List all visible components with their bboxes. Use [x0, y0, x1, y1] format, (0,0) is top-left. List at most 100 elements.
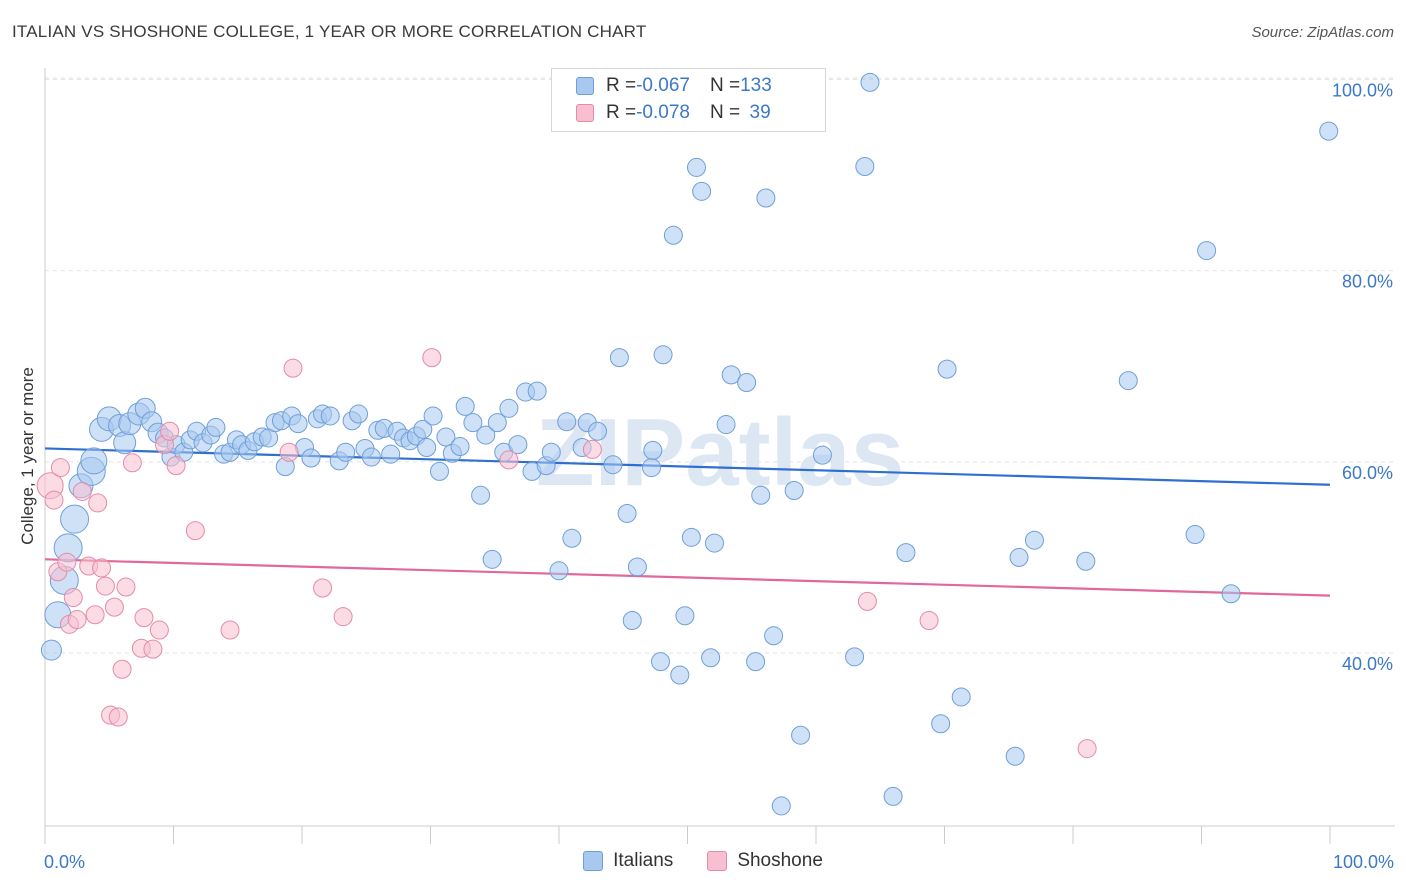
- italians-point: [381, 444, 401, 464]
- italians-point: [845, 647, 865, 667]
- n-label: N =: [709, 75, 741, 96]
- italians-legend-icon: [583, 851, 604, 871]
- italians-point: [855, 156, 875, 176]
- r-label: R =: [606, 75, 637, 96]
- shoshone-point: [185, 521, 205, 541]
- italians-point: [622, 611, 642, 631]
- y-tick-label: 40.0%: [1342, 654, 1393, 674]
- legend-label: Shoshone: [737, 850, 823, 871]
- italians-point: [764, 626, 784, 646]
- x-tick-label-right: 100.0%: [1332, 852, 1394, 872]
- stats-row-italians: R = -0.067 N = 133: [552, 73, 772, 99]
- italians-point: [361, 447, 381, 467]
- italians-point: [557, 412, 577, 432]
- shoshone-point: [88, 493, 108, 513]
- italians-point: [113, 431, 137, 455]
- shoshone-point: [919, 611, 939, 631]
- italians-point: [812, 445, 832, 465]
- italians-trend-line: [44, 447, 1331, 486]
- italians-point: [206, 417, 226, 437]
- italians-point: [549, 561, 569, 581]
- shoshone-point: [63, 588, 83, 608]
- chart-title: ITALIAN VS SHOSHONE COLLEGE, 1 YEAR OR M…: [12, 22, 647, 41]
- italians-point: [716, 415, 736, 435]
- italians-point: [1118, 371, 1138, 391]
- italians-point: [692, 181, 712, 201]
- shoshone-swatch-icon: [576, 104, 594, 122]
- shoshone-point: [1077, 739, 1097, 759]
- shoshone-point: [499, 450, 519, 470]
- italians-point: [527, 381, 547, 401]
- shoshone-point: [85, 605, 105, 625]
- r-label: R =: [606, 102, 637, 123]
- shoshone-point: [67, 610, 87, 630]
- italians-point: [883, 786, 903, 806]
- axes: [44, 68, 1395, 844]
- italians-point: [541, 442, 561, 462]
- italians-point: [1185, 524, 1205, 544]
- italians-point: [896, 543, 916, 563]
- shoshone-point: [283, 358, 303, 378]
- italians-point: [499, 398, 519, 418]
- italians-point: [1005, 746, 1025, 766]
- shoshone-point: [72, 481, 92, 501]
- italians-point: [487, 413, 507, 433]
- shoshone-point: [149, 620, 169, 640]
- shoshone-point: [95, 576, 115, 596]
- italians-point: [670, 665, 690, 685]
- shoshone-point: [134, 608, 154, 628]
- italians-point: [508, 435, 528, 455]
- italians-point: [1009, 547, 1029, 567]
- italians-point: [686, 157, 706, 177]
- italians-point: [1076, 551, 1096, 571]
- shoshone-point: [857, 591, 877, 611]
- y-tick-label: 60.0%: [1342, 463, 1393, 483]
- italians-point: [450, 437, 470, 457]
- italians-point: [603, 455, 623, 475]
- italians-swatch-icon: [576, 77, 594, 95]
- italians-point: [80, 447, 108, 475]
- italians-point: [429, 461, 449, 481]
- italians-point: [651, 652, 671, 672]
- italians-point: [642, 458, 662, 478]
- italians-point: [320, 406, 340, 426]
- shoshone-point: [112, 659, 132, 679]
- italians-point: [471, 485, 491, 505]
- italians-point: [40, 639, 62, 661]
- italians-point: [1221, 584, 1241, 604]
- shoshone-point: [582, 439, 602, 459]
- italians-point: [937, 359, 957, 379]
- shoshone-point: [50, 458, 70, 478]
- italians-point: [627, 557, 647, 577]
- italians-point: [931, 714, 951, 734]
- legend-item-shoshone[interactable]: Shoshone: [707, 850, 823, 872]
- shoshone-point: [143, 639, 163, 659]
- italians-point: [436, 427, 456, 447]
- italians-point: [860, 72, 880, 92]
- italians-point: [301, 448, 321, 468]
- r-value: -0.067: [636, 75, 690, 96]
- italians-point: [482, 549, 502, 569]
- stats-box: R = -0.067 N = 133 R = -0.078 N = 39: [551, 68, 826, 132]
- shoshone-trend-line: [44, 558, 1331, 597]
- y-tick-label: 100.0%: [1332, 81, 1393, 101]
- italians-point: [476, 425, 496, 445]
- shoshone-point: [279, 442, 299, 462]
- shoshone-point: [122, 453, 142, 473]
- shoshone-point: [160, 421, 180, 441]
- italians-point: [643, 440, 663, 460]
- italians-point: [588, 421, 608, 441]
- italians-point: [653, 345, 673, 365]
- italians-point: [1024, 530, 1044, 550]
- legend: Italians Shoshone: [0, 850, 1406, 872]
- italians-point: [423, 406, 443, 426]
- italians-point: [737, 372, 757, 392]
- shoshone-point: [57, 552, 77, 572]
- italians-point: [756, 188, 776, 208]
- legend-item-italians[interactable]: Italians: [583, 850, 673, 872]
- shoshone-point: [220, 620, 240, 640]
- shoshone-point: [422, 348, 442, 368]
- italians-point: [791, 725, 811, 745]
- shoshone-point: [104, 597, 124, 617]
